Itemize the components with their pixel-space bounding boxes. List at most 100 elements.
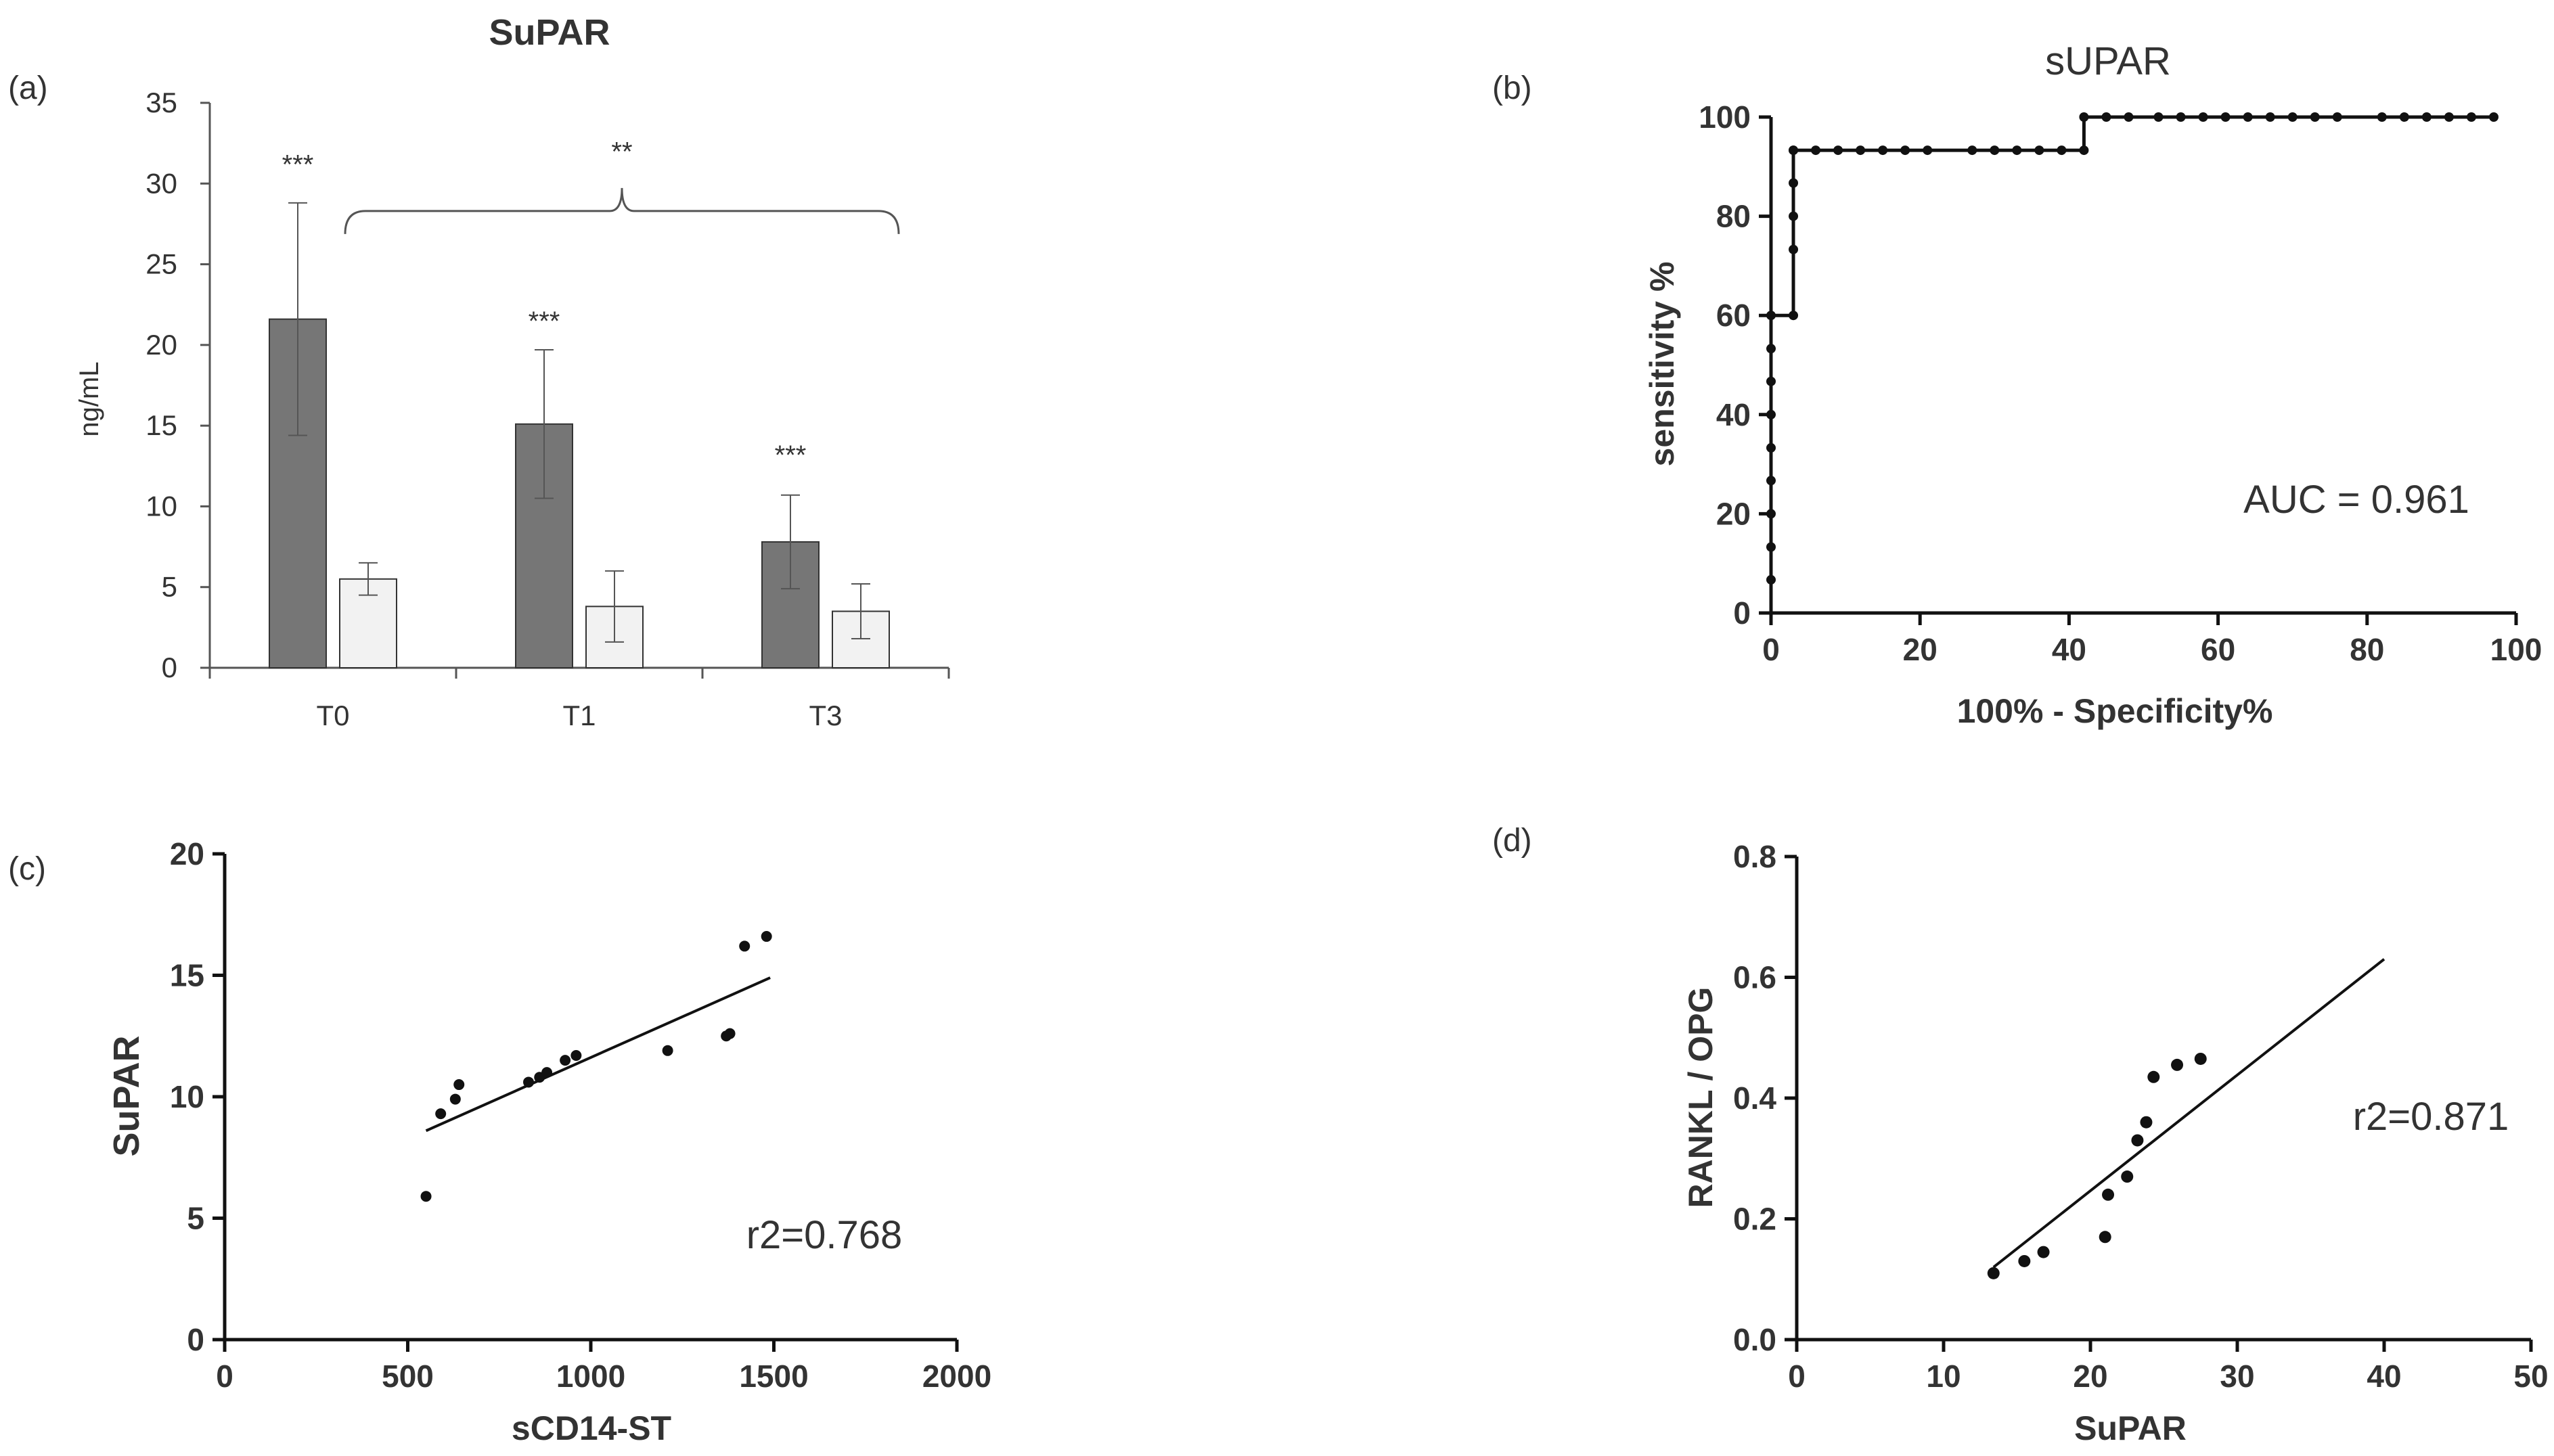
panel-c-label: (c) — [8, 851, 46, 887]
b-x-tick-label: 60 — [2201, 632, 2235, 667]
panel-a: (a) SuPAR ng/mL 0 5 10 15 20 25 30 35 T0 T1 T3 **… — [8, 12, 950, 731]
b-y-tick-label: 100 — [1699, 99, 1751, 135]
roc-point — [1990, 145, 2000, 156]
regression-line — [1992, 958, 2385, 1269]
significance-bracket — [344, 187, 900, 234]
b-x-tick-label: 100 — [2490, 632, 2542, 667]
a-x-tick-label: T0 — [316, 700, 349, 731]
roc-point — [2176, 112, 2186, 122]
roc-point — [1789, 178, 1799, 188]
c-y-tick-label: 10 — [170, 1079, 204, 1114]
scatter-point — [541, 1067, 553, 1078]
d-x-tick-label: 10 — [1926, 1359, 1961, 1394]
scatter-point — [570, 1049, 582, 1061]
panel-a-title: SuPAR — [489, 12, 610, 53]
b-y-tick-label: 60 — [1716, 298, 1751, 333]
roc-point — [2101, 112, 2111, 122]
c-y-tick-label: 0 — [187, 1322, 204, 1357]
roc-point — [2421, 112, 2432, 122]
bar — [339, 578, 397, 668]
roc-point — [2012, 145, 2022, 156]
scatter-point — [560, 1055, 571, 1066]
roc-point — [1766, 542, 1776, 552]
scatter-point — [2121, 1170, 2134, 1183]
panel-b: (b) sUPAR 100% - Specificity% sensitivit… — [1492, 39, 2542, 730]
a-y-tick-label: 10 — [145, 490, 177, 522]
scatter-point — [1987, 1267, 2000, 1279]
scatter-point — [449, 1093, 461, 1105]
scatter-point — [761, 931, 772, 942]
d-x-tick-label: 0 — [1788, 1359, 1806, 1394]
c-y-tick-label: 15 — [170, 958, 204, 993]
roc-point — [1766, 574, 1776, 585]
d-x-tick-label: 40 — [2367, 1359, 2401, 1394]
roc-point — [1789, 311, 1799, 321]
panel-b-label: (b) — [1492, 70, 1532, 106]
roc-point — [1766, 509, 1776, 519]
panel-b-xlabel: 100% - Specificity% — [1957, 692, 2273, 730]
scatter-point — [435, 1108, 447, 1120]
scatter-point — [2102, 1188, 2115, 1201]
c-x-tick-label: 0 — [216, 1359, 233, 1394]
scatter-point — [2037, 1246, 2050, 1258]
panel-c-ylabel: SuPAR — [106, 1035, 147, 1156]
roc-point — [2079, 145, 2089, 156]
panel-a-ylabel: ng/mL — [74, 361, 104, 436]
roc-point — [2079, 112, 2089, 122]
roc-point — [2034, 145, 2044, 156]
roc-point — [2332, 112, 2342, 122]
panel-c: (c) sCD14-ST SuPAR r2=0.768 0 500 1000 1500… — [8, 836, 991, 1447]
a-y-tick-label: 25 — [145, 248, 177, 280]
scatter-point — [420, 1191, 432, 1202]
c-y-tick-label: 20 — [170, 836, 204, 871]
scatter-point — [2099, 1231, 2111, 1244]
scatter-point — [453, 1079, 465, 1091]
c-x-tick-label: 1000 — [556, 1359, 625, 1394]
d-y-tick-label: 0.2 — [1733, 1202, 1776, 1237]
d-y-tick-label: 0.4 — [1733, 1080, 1776, 1116]
panel-c-xlabel: sCD14-ST — [512, 1409, 671, 1447]
roc-point — [1766, 376, 1776, 386]
roc-point — [1856, 145, 1866, 156]
regression-line — [425, 976, 771, 1133]
d-x-tick-label: 30 — [2220, 1359, 2254, 1394]
a-y-tick-label: 30 — [145, 167, 177, 199]
roc-point — [2198, 112, 2208, 122]
panel-a-label: (a) — [8, 70, 48, 106]
roc-point — [2287, 112, 2298, 122]
roc-point — [1789, 244, 1799, 254]
roc-point — [1833, 145, 1843, 156]
panel-d-ylabel: RANKL / OPG — [1682, 987, 1720, 1208]
roc-point — [1766, 476, 1776, 486]
scatter-point — [2171, 1058, 2184, 1071]
b-y-tick-label: 40 — [1716, 397, 1751, 432]
significance-label: ** — [611, 137, 632, 167]
scatter-point — [523, 1076, 535, 1088]
a-y-tick-label: 15 — [145, 409, 177, 441]
b-x-tick-label: 80 — [2350, 632, 2384, 667]
roc-point — [2057, 145, 2067, 156]
panel-c-r2: r2=0.768 — [746, 1213, 903, 1257]
roc-point — [1789, 145, 1799, 156]
panel-d-r2: r2=0.871 — [2353, 1095, 2509, 1139]
roc-point — [2466, 112, 2476, 122]
b-y-tick-label: 80 — [1716, 199, 1751, 234]
d-y-tick-label: 0.8 — [1733, 839, 1776, 874]
scatter-point — [662, 1045, 673, 1056]
roc-point — [2243, 112, 2253, 122]
roc-point — [1789, 211, 1799, 221]
roc-point — [2153, 112, 2164, 122]
roc-point — [1967, 145, 1977, 156]
b-x-tick-label: 20 — [1903, 632, 1937, 667]
d-x-tick-label: 20 — [2073, 1359, 2107, 1394]
roc-point — [1923, 145, 1933, 156]
scatter-point — [2194, 1052, 2207, 1065]
scatter-point — [2131, 1134, 2144, 1147]
c-x-tick-label: 1500 — [739, 1359, 808, 1394]
roc-point — [2310, 112, 2320, 122]
roc-point — [2488, 112, 2499, 122]
significance-label: *** — [282, 150, 314, 180]
a-y-tick-label: 20 — [145, 329, 177, 361]
scatter-point — [2018, 1254, 2031, 1267]
scatter-point — [724, 1028, 736, 1039]
